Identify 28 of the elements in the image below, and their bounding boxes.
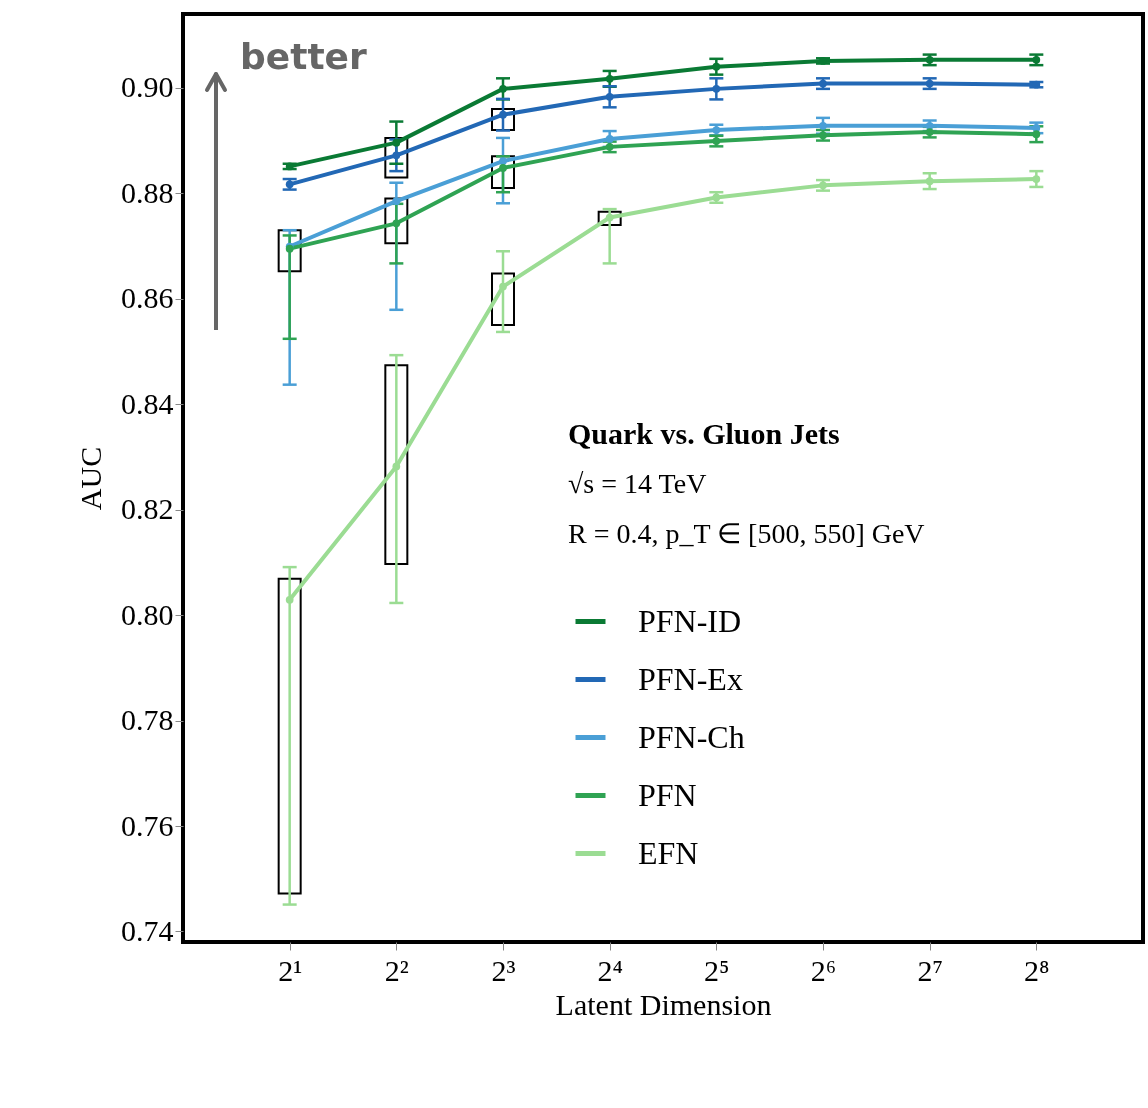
x-tick-label: 2³ <box>491 953 516 987</box>
y-tick-label: 0.86 <box>121 281 174 315</box>
x-axis-title: Latent Dimension <box>555 987 772 1021</box>
legend-label: PFN-Ex <box>638 660 743 697</box>
y-tick-label: 0.74 <box>121 913 174 947</box>
x-tick-label: 2⁵ <box>704 953 730 987</box>
x-tick-label: 2⁷ <box>917 953 943 987</box>
y-tick-label: 0.90 <box>121 70 174 104</box>
x-tick-label: 2² <box>384 953 409 987</box>
x-tick-label: 2⁴ <box>597 953 623 987</box>
y-tick-label: 0.76 <box>121 808 174 842</box>
y-tick-label: 0.82 <box>121 492 174 526</box>
legend-label: PFN <box>638 776 697 813</box>
legend-label: PFN-ID <box>638 602 742 639</box>
y-tick-label: 0.88 <box>121 175 174 209</box>
x-tick-label: 2⁸ <box>1024 953 1050 987</box>
annotation: R = 0.4, p_T ∈ [500, 550] GeV <box>568 518 925 549</box>
y-tick-label: 0.80 <box>121 597 174 631</box>
annotation: Quark vs. Gluon Jets <box>568 417 840 450</box>
annotation: √s = 14 TeV <box>568 468 707 499</box>
y-axis-title: AUC <box>74 446 107 511</box>
annotation: better <box>240 36 368 77</box>
legend-label: EFN <box>638 834 699 871</box>
x-tick-label: 2¹ <box>278 953 303 987</box>
x-tick-label: 2⁶ <box>810 953 837 987</box>
y-tick-label: 0.78 <box>121 703 174 737</box>
y-tick-label: 0.84 <box>121 386 174 420</box>
legend-label: PFN-Ch <box>638 718 745 755</box>
